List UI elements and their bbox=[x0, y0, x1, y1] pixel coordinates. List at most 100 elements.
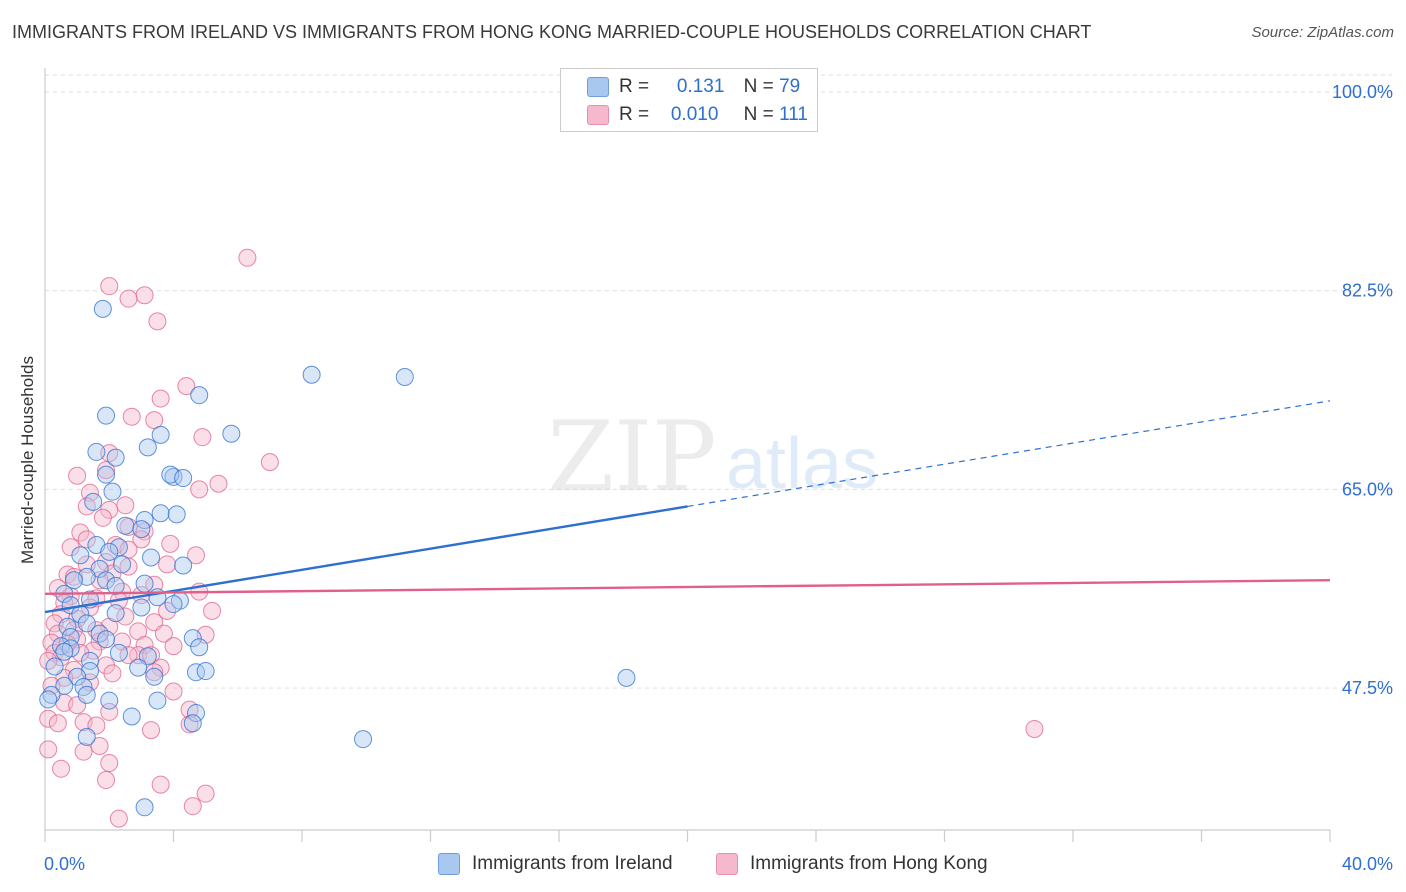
watermark: ZIP atlas bbox=[547, 401, 878, 513]
legend-swatch-ireland bbox=[587, 77, 609, 97]
data-point-hongkong bbox=[158, 601, 177, 620]
legend-r-label: R = bbox=[619, 76, 650, 97]
data-point-hongkong bbox=[90, 736, 109, 755]
data-point-ireland bbox=[77, 685, 96, 704]
data-point-ireland bbox=[302, 365, 321, 384]
bottom-legend-swatch-ireland bbox=[438, 853, 460, 875]
data-point-hongkong bbox=[177, 377, 196, 396]
data-point-hongkong bbox=[164, 637, 183, 656]
watermark-zip: ZIP bbox=[547, 401, 716, 513]
data-point-ireland bbox=[39, 690, 58, 709]
y-tick-labels: 100.0% 82.5% 65.0% 47.5% bbox=[1332, 82, 1393, 698]
data-point-ireland bbox=[138, 438, 157, 457]
data-point-hongkong bbox=[196, 784, 215, 803]
data-point-hongkong bbox=[148, 312, 167, 331]
data-point-ireland bbox=[617, 668, 636, 687]
data-point-hongkong bbox=[119, 289, 138, 308]
trend-line-ireland bbox=[44, 505, 688, 614]
chart-title: IMMIGRANTS FROM IRELAND VS IMMIGRANTS FR… bbox=[12, 22, 1092, 42]
data-point-hongkong bbox=[71, 523, 90, 542]
data-point-ireland bbox=[77, 614, 96, 633]
data-point-hongkong bbox=[77, 530, 96, 549]
data-point-ireland bbox=[183, 714, 202, 733]
data-point-ireland bbox=[135, 574, 154, 593]
data-point-ireland bbox=[100, 542, 119, 561]
data-point-ireland bbox=[109, 538, 128, 557]
data-point-ireland bbox=[68, 667, 87, 686]
data-point-hongkong bbox=[100, 754, 119, 773]
data-point-ireland bbox=[116, 516, 135, 535]
data-point-hongkong bbox=[154, 624, 173, 643]
data-point-hongkong bbox=[164, 682, 183, 701]
data-point-hongkong bbox=[109, 809, 128, 828]
data-point-hongkong bbox=[1025, 719, 1044, 738]
y-tick-label: 65.0% bbox=[1342, 479, 1393, 499]
y-tick-label: 47.5% bbox=[1342, 678, 1393, 698]
x-tick-label: 40.0% bbox=[1342, 854, 1393, 874]
data-point-ireland bbox=[55, 676, 74, 695]
data-point-ireland bbox=[97, 571, 116, 590]
data-point-ireland bbox=[132, 520, 151, 539]
data-point-ireland bbox=[55, 642, 74, 661]
data-point-ireland bbox=[97, 406, 116, 425]
data-point-hongkong bbox=[97, 461, 116, 480]
data-point-ireland bbox=[77, 727, 96, 746]
trend-lines bbox=[44, 400, 1331, 614]
data-point-ireland bbox=[190, 386, 209, 405]
data-point-ireland bbox=[113, 555, 132, 574]
data-point-ireland bbox=[90, 559, 109, 578]
data-point-ireland bbox=[167, 505, 186, 524]
data-point-hongkong bbox=[193, 428, 212, 447]
legend-n-hongkong: 111 bbox=[779, 104, 808, 125]
x-tick-label: 0.0% bbox=[44, 854, 85, 874]
series-hongkong bbox=[39, 248, 1044, 828]
data-point-ireland bbox=[174, 469, 193, 488]
legend-n-ireland: 79 bbox=[779, 76, 801, 97]
data-point-ireland bbox=[186, 704, 205, 723]
data-point-hongkong bbox=[116, 496, 135, 515]
data-point-hongkong bbox=[190, 480, 209, 499]
y-tick-label: 82.5% bbox=[1342, 281, 1393, 301]
trend-line-hongkong bbox=[44, 579, 1331, 596]
data-point-ireland bbox=[106, 604, 125, 623]
data-point-ireland bbox=[100, 691, 119, 710]
legend-r-hongkong: 0.010 bbox=[670, 104, 719, 125]
data-point-ireland bbox=[106, 448, 125, 467]
data-point-ireland bbox=[190, 638, 209, 657]
data-point-hongkong bbox=[151, 389, 170, 408]
data-point-hongkong bbox=[183, 797, 202, 816]
data-point-hongkong bbox=[42, 633, 61, 652]
data-point-ireland bbox=[84, 492, 103, 511]
data-point-ireland bbox=[109, 643, 128, 662]
data-point-ireland bbox=[196, 662, 215, 681]
data-point-hongkong bbox=[238, 248, 257, 267]
data-point-hongkong bbox=[132, 530, 151, 549]
data-point-ireland bbox=[97, 465, 116, 484]
bottom-legend-label-ireland: Immigrants from Ireland bbox=[472, 853, 673, 874]
data-point-ireland bbox=[45, 657, 64, 676]
axes bbox=[44, 68, 1331, 842]
data-point-ireland bbox=[222, 424, 241, 443]
data-point-hongkong bbox=[97, 771, 116, 790]
legend-n-label: N = bbox=[743, 76, 774, 97]
data-point-hongkong bbox=[203, 601, 222, 620]
data-point-hongkong bbox=[103, 664, 122, 683]
data-point-hongkong bbox=[39, 740, 58, 759]
bottom-legend-swatch-hongkong bbox=[716, 853, 738, 875]
data-point-ireland bbox=[395, 368, 414, 386]
data-point-ireland bbox=[129, 658, 148, 677]
data-point-ireland bbox=[87, 442, 106, 461]
legend-r-ireland: 0.131 bbox=[676, 76, 725, 97]
data-point-ireland bbox=[151, 504, 170, 523]
data-point-ireland bbox=[71, 546, 90, 565]
data-point-hongkong bbox=[161, 534, 180, 553]
data-point-ireland bbox=[148, 691, 167, 710]
data-point-hongkong bbox=[151, 775, 170, 794]
data-point-hongkong bbox=[186, 546, 205, 565]
data-point-ireland bbox=[183, 629, 202, 648]
data-point-hongkong bbox=[135, 635, 154, 654]
data-point-ireland bbox=[132, 598, 151, 617]
source-label: Source: ZipAtlas.com bbox=[1251, 24, 1394, 41]
data-point-ireland bbox=[148, 588, 167, 607]
data-point-hongkong bbox=[260, 453, 279, 472]
